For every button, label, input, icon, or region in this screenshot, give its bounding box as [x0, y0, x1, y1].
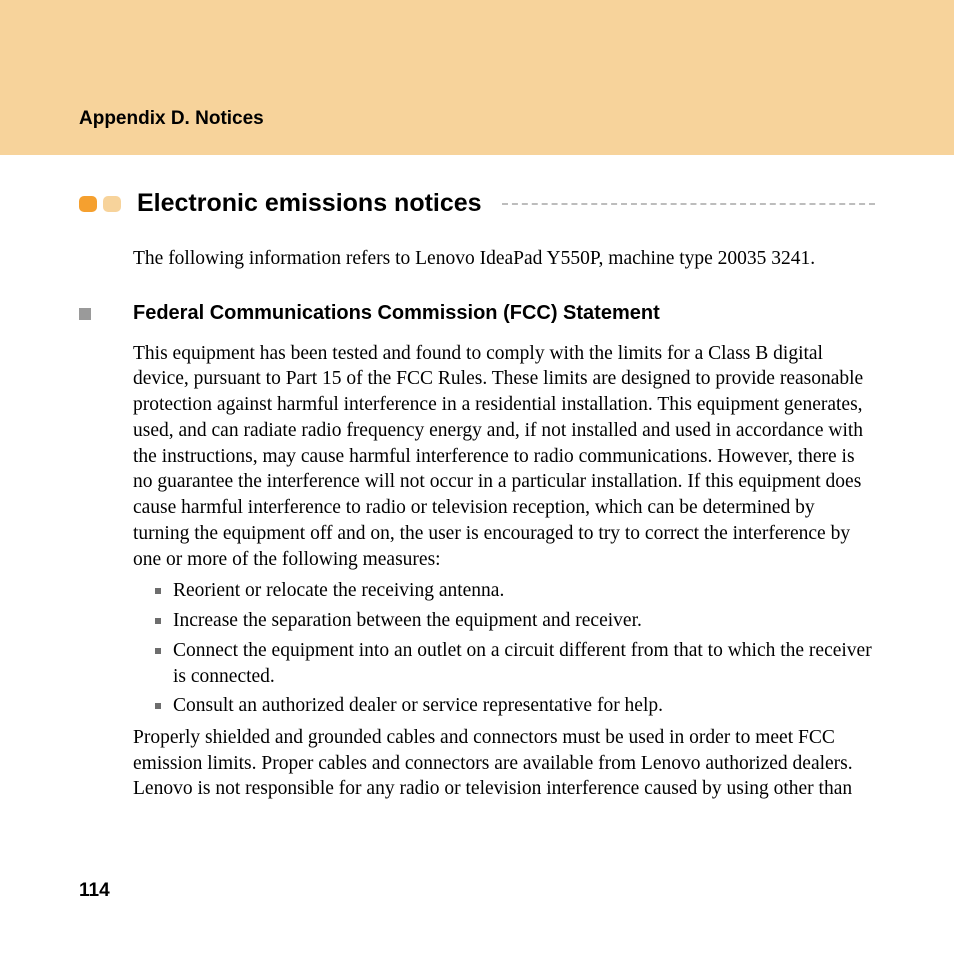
section-heading-row: Electronic emissions notices	[79, 189, 875, 218]
page-number: 114	[79, 880, 110, 902]
list-item: Reorient or relocate the receiving anten…	[155, 578, 875, 604]
subsection-row: Federal Communications Commission (FCC) …	[79, 302, 875, 325]
heading-rule	[502, 203, 875, 205]
fcc-body-1: This equipment has been tested and found…	[133, 341, 875, 573]
square-bullet-icon	[79, 308, 91, 320]
pill-icon-orange	[79, 196, 97, 212]
fcc-body-2: Properly shielded and grounded cables an…	[133, 725, 875, 802]
list-item: Increase the separation between the equi…	[155, 608, 875, 634]
appendix-title: Appendix D. Notices	[79, 108, 954, 130]
pill-icon-light	[103, 196, 121, 212]
measures-list: Reorient or relocate the receiving anten…	[133, 578, 875, 719]
list-item: Consult an authorized dealer or service …	[155, 693, 875, 719]
page-content: Electronic emissions notices The followi…	[0, 155, 954, 802]
list-item: Connect the equipment into an outlet on …	[155, 638, 875, 689]
section-heading: Electronic emissions notices	[137, 189, 482, 218]
header-band: Appendix D. Notices	[0, 0, 954, 155]
subsection-heading: Federal Communications Commission (FCC) …	[133, 302, 660, 325]
section-intro: The following information refers to Leno…	[133, 246, 875, 272]
